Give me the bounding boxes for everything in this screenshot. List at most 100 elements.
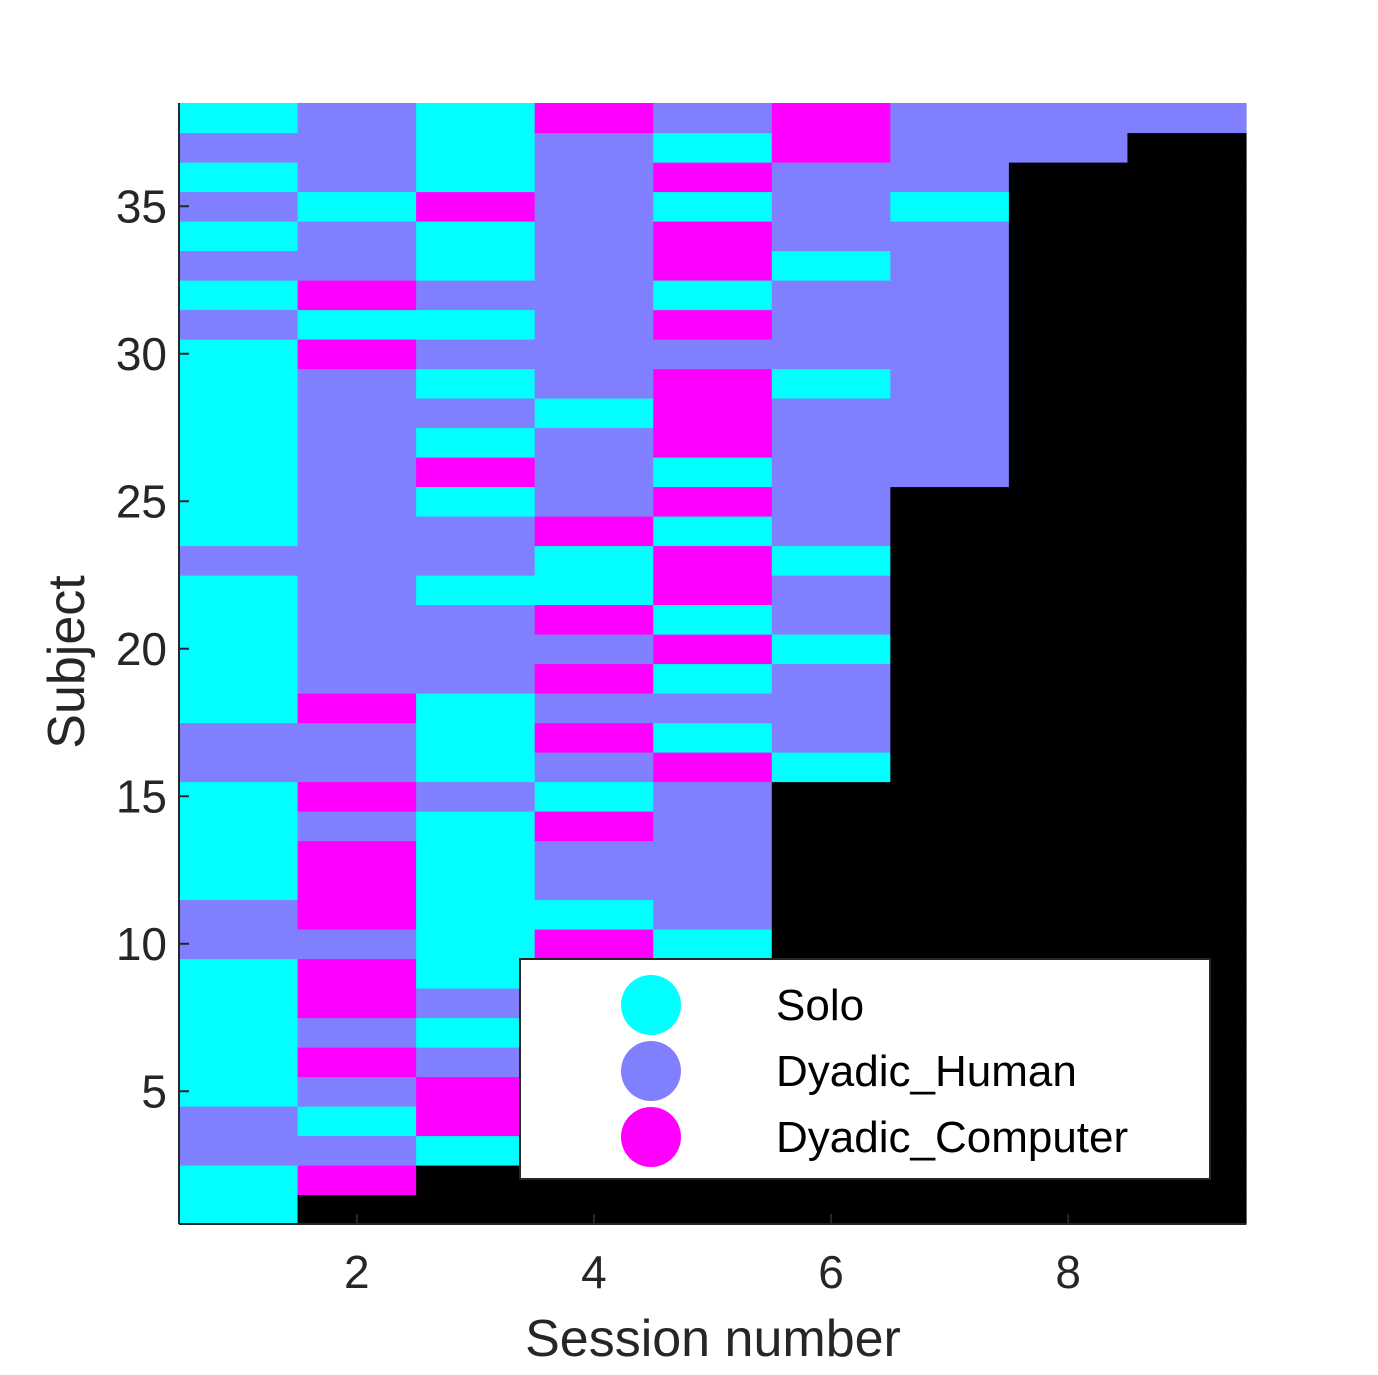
heatmap-cell-s8-session3 (416, 988, 536, 1019)
heatmap-cell-s30-session9 (1127, 339, 1247, 370)
heatmap-cell-s26-session2 (297, 457, 417, 488)
heatmap-cell-s23-session1 (179, 545, 299, 576)
heatmap-cell-s21-session8 (1008, 604, 1129, 635)
heatmap-cell-s14-session9 (1127, 811, 1247, 842)
heatmap-cell-s12-session8 (1008, 870, 1129, 901)
heatmap-cell-s22-session1 (179, 575, 299, 606)
heatmap-cell-s19-session7 (890, 663, 1010, 694)
heatmap-cell-s17-session8 (1008, 722, 1129, 753)
heatmap-cell-s32-session1 (179, 280, 299, 311)
heatmap-cell-s17-session1 (179, 722, 299, 753)
heatmap-cell-s23-session9 (1127, 545, 1247, 576)
heatmap-cell-s16-session7 (890, 752, 1010, 783)
heatmap-cell-s28-session6 (771, 398, 891, 429)
heatmap-cell-s28-session4 (534, 398, 654, 429)
heatmap-cell-s14-session1 (179, 811, 299, 842)
heatmap-cell-s25-session3 (416, 486, 536, 517)
heatmap-cell-s21-session1 (179, 604, 299, 635)
heatmap-cell-s37-session2 (297, 132, 417, 163)
heatmap-cell-s27-session8 (1008, 427, 1129, 458)
heatmap-cell-s24-session4 (534, 516, 654, 547)
heatmap-cell-s35-session3 (416, 191, 536, 222)
heatmap-cell-s33-session4 (534, 250, 654, 281)
heatmap-cell-s1-session7 (890, 1194, 1010, 1225)
heatmap-cell-s8-session2 (297, 988, 417, 1019)
heatmap-cell-s34-session2 (297, 221, 417, 252)
heatmap-cell-s37-session6 (771, 132, 891, 163)
heatmap-cell-s2-session3 (416, 1165, 536, 1196)
heatmap-cell-s5-session3 (416, 1076, 536, 1107)
heatmap-cell-s10-session3 (416, 929, 536, 960)
heatmap-cell-s14-session7 (890, 811, 1010, 842)
heatmap-cell-s16-session5 (653, 752, 773, 783)
heatmap-cell-s11-session7 (890, 899, 1010, 930)
heatmap-cell-s28-session1 (179, 398, 299, 429)
heatmap-cell-s33-session7 (890, 250, 1010, 281)
heatmap-cell-s16-session1 (179, 752, 299, 783)
heatmap-cell-s29-session1 (179, 368, 299, 399)
heatmap-cell-s24-session5 (653, 516, 773, 547)
heatmap-cell-s12-session1 (179, 870, 299, 901)
heatmap-cell-s29-session5 (653, 368, 773, 399)
heatmap-cell-s5-session2 (297, 1076, 417, 1107)
heatmap-cell-s24-session7 (890, 516, 1010, 547)
heatmap-cell-s11-session2 (297, 899, 417, 930)
heatmap-cell-s19-session4 (534, 663, 654, 694)
heatmap-cell-s13-session1 (179, 840, 299, 871)
heatmap-cell-s18-session5 (653, 693, 773, 724)
heatmap-cell-s25-session7 (890, 486, 1010, 517)
heatmap-cell-s27-session2 (297, 427, 417, 458)
heatmap-cell-s27-session3 (416, 427, 536, 458)
heatmap-cell-s38-session6 (771, 103, 891, 134)
heatmap-cell-s25-session1 (179, 486, 299, 517)
heatmap-cell-s14-session3 (416, 811, 536, 842)
heatmap-cell-s19-session5 (653, 663, 773, 694)
heatmap-cell-s38-session4 (534, 103, 654, 134)
heatmap-cell-s5-session1 (179, 1076, 299, 1107)
heatmap-cell-s34-session5 (653, 221, 773, 252)
heatmap-cell-s38-session3 (416, 103, 536, 134)
heatmap-cell-s10-session5 (653, 929, 773, 960)
heatmap-cell-s18-session6 (771, 693, 891, 724)
heatmap-cell-s36-session9 (1127, 162, 1247, 193)
heatmap-cell-s8-session1 (179, 988, 299, 1019)
y-tick-labels: 5 10 15 20 25 30 35 (116, 180, 167, 1117)
heatmap-cell-s25-session4 (534, 486, 654, 517)
heatmap-cell-s21-session9 (1127, 604, 1247, 635)
heatmap-cell-s17-session3 (416, 722, 536, 753)
axes (178, 103, 1246, 1225)
heatmap-cell-s17-session5 (653, 722, 773, 753)
heatmap-cell-s24-session2 (297, 516, 417, 547)
heatmap-cell-s15-session3 (416, 781, 536, 812)
heatmap-cell-s11-session1 (179, 899, 299, 930)
heatmap-cell-s29-session3 (416, 368, 536, 399)
heatmap-cell-s30-session5 (653, 339, 773, 370)
heatmap-cell-s21-session2 (297, 604, 417, 635)
heatmap-cell-s34-session4 (534, 221, 654, 252)
heatmap-cell-s26-session7 (890, 457, 1010, 488)
heatmap-cell-s15-session1 (179, 781, 299, 812)
heatmap-cell-s38-session2 (297, 103, 417, 134)
heatmap-cell-s4-session2 (297, 1106, 417, 1137)
heatmap-cell-s7-session3 (416, 1017, 536, 1048)
heatmap-cell-s27-session5 (653, 427, 773, 458)
heatmap-cell-s13-session6 (771, 840, 891, 871)
heatmap-cell-s15-session5 (653, 781, 773, 812)
heatmap-cell-s23-session5 (653, 545, 773, 576)
heatmap-cell-s16-session9 (1127, 752, 1247, 783)
heatmap-cell-s33-session5 (653, 250, 773, 281)
heatmap-cell-s14-session5 (653, 811, 773, 842)
heatmap-cell-s37-session7 (890, 132, 1010, 163)
heatmap-cell-s22-session4 (534, 575, 654, 606)
heatmap-cell-s17-session2 (297, 722, 417, 753)
heatmap-cell-s15-session8 (1008, 781, 1129, 812)
heatmap-cell-s21-session7 (890, 604, 1010, 635)
heatmap-cell-s4-session1 (179, 1106, 299, 1137)
heatmap-cell-s21-session3 (416, 604, 536, 635)
heatmap-cell-s36-session6 (771, 162, 891, 193)
heatmap-cell-s20-session5 (653, 634, 773, 665)
heatmap-cell-s11-session4 (534, 899, 654, 930)
heatmap-cell-s36-session8 (1008, 162, 1129, 193)
heatmap-cell-s33-session2 (297, 250, 417, 281)
